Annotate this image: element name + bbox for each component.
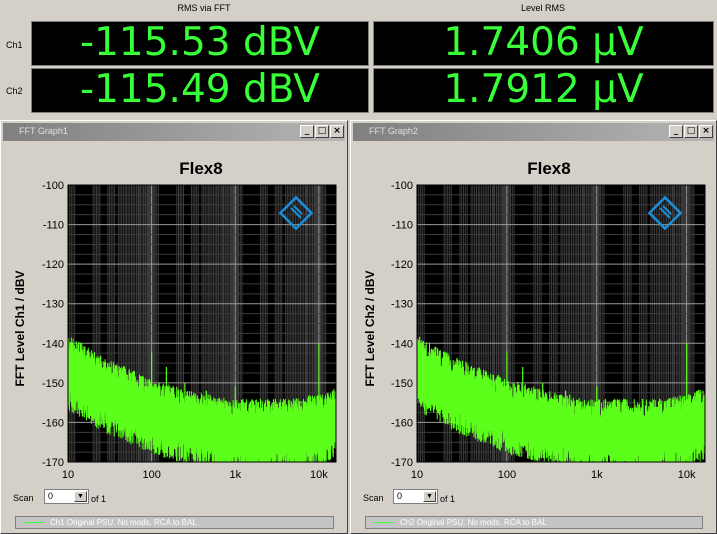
window-titlebar[interactable]: FFT Graph2 _ □ ×: [353, 123, 714, 141]
ch1-level-rms-value: 1.7406 µV: [373, 21, 714, 66]
legend-entry: Ch2 Original PSU. No mods. RCA to BAL: [365, 516, 703, 529]
y-tick-label: -160: [391, 417, 413, 429]
rs-logo-icon: [647, 195, 683, 231]
window-title: FFT Graph2: [369, 126, 418, 136]
legend-label: Ch1 Original PSU. No mods. RCA to BAL: [50, 518, 197, 527]
ch2-rms-fft-value: -115.49 dBV: [31, 68, 369, 113]
y-tick-label: -120: [391, 259, 413, 271]
minimize-button[interactable]: _: [300, 125, 314, 138]
fft-graph2-window: FFT Graph2 _ □ × Flex8 -100 -110 -120 -130-…: [350, 120, 717, 534]
x-tick-label: 10: [411, 469, 423, 481]
x-tick-label: 10k: [678, 469, 696, 481]
y-tick-label: -160: [42, 417, 64, 429]
fft-graph1-window: FFT Graph1 _ □ × Flex8 -100 -110 -120 -130-…: [0, 120, 348, 534]
y-tick-label: -120: [42, 259, 64, 271]
y-tick-label: -100: [42, 180, 64, 192]
scan-select[interactable]: 0 ▼: [44, 489, 89, 504]
x-tick-label: 100: [142, 469, 160, 481]
y-tick-label: -110: [392, 220, 413, 232]
spectrum-peaks: [125, 343, 320, 435]
rs-logo-icon: [278, 195, 314, 231]
graph-title: Flex8: [527, 159, 571, 178]
ch1-label: Ch1: [6, 40, 23, 50]
level-rms-header: Level RMS: [520, 3, 565, 13]
ch2-level-rms-value: 1.7912 µV: [373, 68, 714, 113]
minimize-button[interactable]: _: [669, 125, 683, 138]
x-tick-label: 100: [498, 469, 516, 481]
y-tick-label: -170: [391, 457, 413, 469]
maximize-button[interactable]: □: [315, 125, 329, 138]
scan-label: Scan: [363, 493, 384, 503]
scan-of-label: of 1: [91, 494, 107, 504]
x-tick-label: 10: [62, 469, 74, 481]
scan-of-label: of 1: [440, 494, 456, 504]
y-tick-label: -170: [42, 457, 64, 469]
meter-panel: RMS via FFT Level RMS Ch1 Ch2 -115.53 dB…: [0, 0, 717, 118]
y-axis-label: FFT Level Ch1 / dBV: [13, 270, 27, 386]
y-tick-label: -150: [42, 378, 64, 390]
y-tick-label: -150: [391, 378, 413, 390]
legend-line-icon: [24, 522, 44, 524]
ch1-rms-fft-value: -115.53 dBV: [31, 21, 369, 66]
close-button[interactable]: ×: [699, 125, 713, 138]
graph-title: Flex8: [179, 159, 223, 178]
y-tick-label: -130: [391, 299, 413, 311]
y-axis-label: FFT Level Ch2 / dBV: [363, 270, 377, 386]
legend-label: Ch2 Original PSU. No mods. RCA to BAL: [400, 518, 547, 527]
y-tick-label: -110: [43, 220, 64, 232]
rms-fft-header: RMS via FFT: [177, 3, 231, 13]
legend-entry: Ch1 Original PSU. No mods. RCA to BAL: [15, 516, 334, 529]
plot-frame: [416, 184, 706, 463]
x-tick-label: 10k: [310, 469, 328, 481]
y-tick-label: -140: [42, 338, 64, 350]
y-tick-label: -130: [42, 299, 64, 311]
spectrum-peaks: [479, 343, 688, 435]
scan-value: 0: [397, 491, 403, 501]
legend-line-icon: [374, 522, 394, 524]
close-button[interactable]: ×: [330, 125, 344, 138]
scan-label: Scan: [13, 493, 34, 503]
plot-frame: [67, 184, 337, 463]
x-tick-label: 1k: [591, 469, 603, 481]
x-tick-label: 1k: [229, 469, 241, 481]
dropdown-arrow-icon[interactable]: ▼: [74, 491, 87, 502]
y-tick-label: -100: [391, 180, 413, 192]
ch2-label: Ch2: [6, 86, 23, 96]
window-titlebar[interactable]: FFT Graph1 _ □ ×: [3, 123, 345, 141]
scan-select[interactable]: 0 ▼: [393, 489, 438, 504]
window-title: FFT Graph1: [19, 126, 68, 136]
maximize-button[interactable]: □: [684, 125, 698, 138]
dropdown-arrow-icon[interactable]: ▼: [423, 491, 436, 502]
y-tick-label: -140: [391, 338, 413, 350]
scan-value: 0: [48, 491, 54, 501]
